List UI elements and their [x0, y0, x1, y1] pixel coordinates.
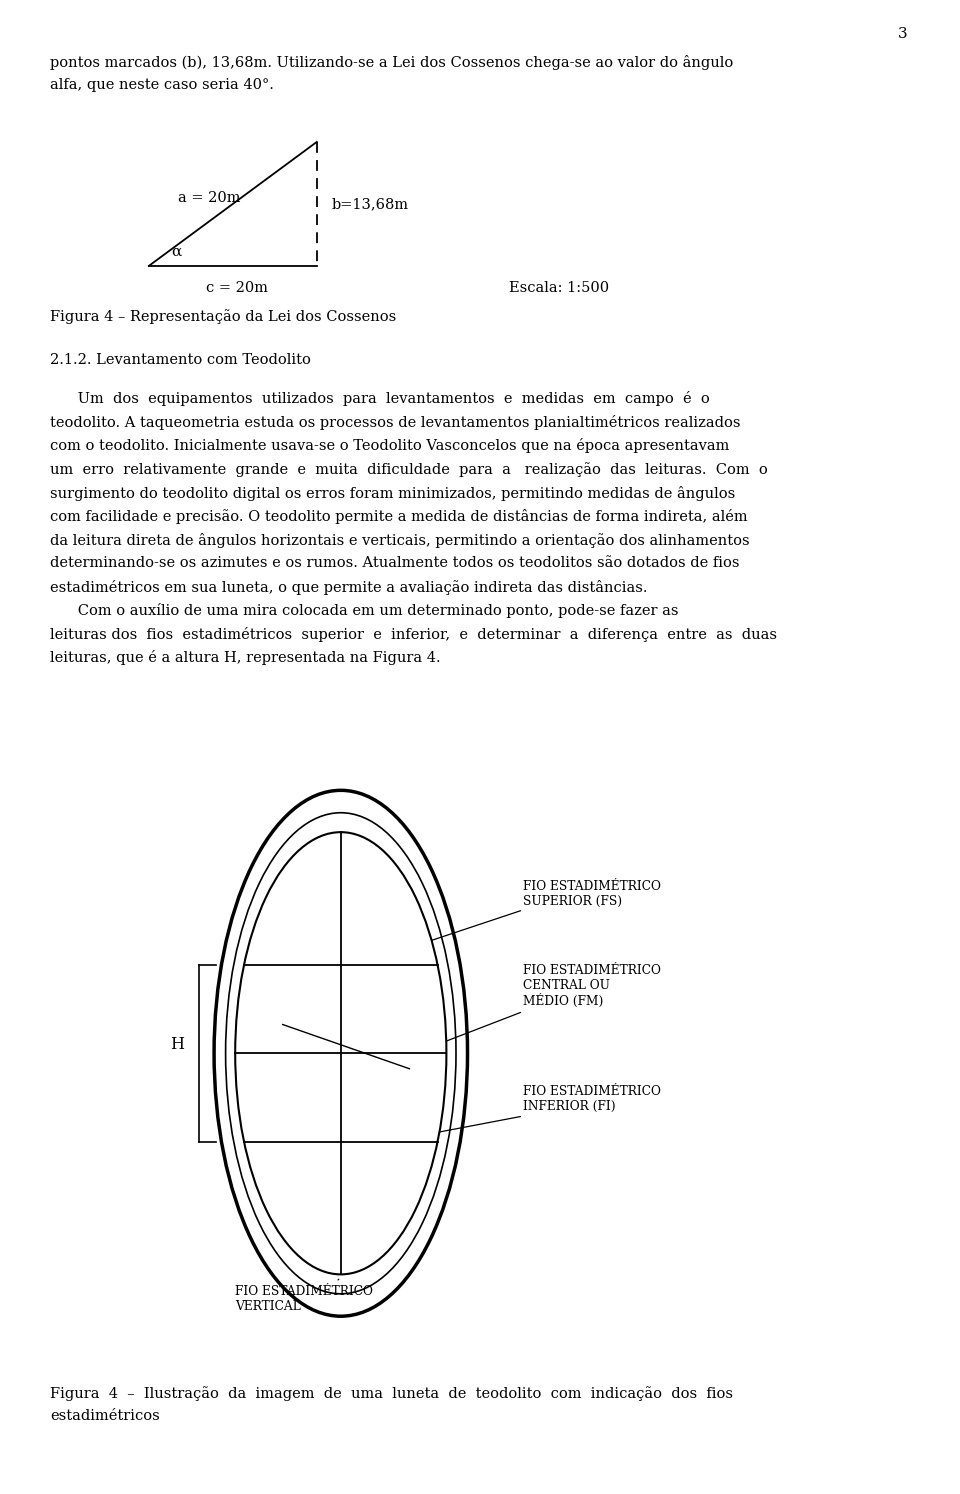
Text: FIO ESTADIMÉTRICO
SUPERIOR (FS): FIO ESTADIMÉTRICO SUPERIOR (FS): [523, 880, 661, 908]
Text: 2.1.2. Levantamento com Teodolito: 2.1.2. Levantamento com Teodolito: [50, 353, 311, 366]
Text: com facilidade e precisão. O teodolito permite a medida de distâncias de forma i: com facilidade e precisão. O teodolito p…: [50, 509, 748, 524]
Text: com o teodolito. Inicialmente usava-se o Teodolito Vasconcelos que na época apre: com o teodolito. Inicialmente usava-se o…: [50, 439, 730, 454]
Text: leituras dos  fios  estadimétricos  superior  e  inferior,  e  determinar  a  di: leituras dos fios estadimétricos superio…: [50, 627, 777, 642]
Text: surgimento do teodolito digital os erros foram minimizados, permitindo medidas d: surgimento do teodolito digital os erros…: [50, 486, 735, 500]
Text: teodolito. A taqueometria estuda os processos de levantamentos planialtimétricos: teodolito. A taqueometria estuda os proc…: [50, 415, 740, 430]
Text: Um  dos  equipamentos  utilizados  para  levantamentos  e  medidas  em  campo  é: Um dos equipamentos utilizados para leva…: [50, 391, 709, 406]
Text: a = 20m: a = 20m: [178, 191, 240, 205]
Text: Figura  4  –  Ilustração  da  imagem  de  uma  luneta  de  teodolito  com  indic: Figura 4 – Ilustração da imagem de uma l…: [50, 1386, 732, 1401]
Text: pontos marcados (b), 13,68m. Utilizando-se a Lei dos Cossenos chega-se ao valor : pontos marcados (b), 13,68m. Utilizando-…: [50, 55, 733, 70]
Text: FIO ESTADIMÉTRICO
VERTICAL: FIO ESTADIMÉTRICO VERTICAL: [235, 1285, 373, 1313]
Text: Com o auxílio de uma mira colocada em um determinado ponto, pode-se fazer as: Com o auxílio de uma mira colocada em um…: [50, 604, 679, 619]
Text: 3: 3: [898, 27, 907, 40]
Text: estadimétricos: estadimétricos: [50, 1409, 159, 1422]
Text: FIO ESTADIMÉTRICO
CENTRAL OU
MÉDIO (FM): FIO ESTADIMÉTRICO CENTRAL OU MÉDIO (FM): [523, 964, 661, 1008]
Text: leituras, que é a altura H, representada na Figura 4.: leituras, que é a altura H, representada…: [50, 650, 441, 665]
Text: determinando-se os azimutes e os rumos. Atualmente todos os teodolitos são dotad: determinando-se os azimutes e os rumos. …: [50, 556, 739, 571]
Ellipse shape: [235, 832, 446, 1274]
Text: alfa, que neste caso seria 40°.: alfa, que neste caso seria 40°.: [50, 78, 274, 91]
Text: FIO ESTADIMÉTRICO
INFERIOR (FI): FIO ESTADIMÉTRICO INFERIOR (FI): [523, 1085, 661, 1113]
Text: Escala: 1:500: Escala: 1:500: [509, 281, 609, 294]
Text: estadimétricos em sua luneta, o que permite a avaliação indireta das distâncias.: estadimétricos em sua luneta, o que perm…: [50, 580, 647, 595]
Text: α: α: [171, 245, 181, 258]
Text: c = 20m: c = 20m: [206, 281, 269, 294]
Text: H: H: [171, 1035, 184, 1053]
Text: da leitura direta de ângulos horizontais e verticais, permitindo a orientação do: da leitura direta de ângulos horizontais…: [50, 533, 750, 548]
Text: Figura 4 – Representação da Lei dos Cossenos: Figura 4 – Representação da Lei dos Coss…: [50, 309, 396, 324]
Text: b=13,68m: b=13,68m: [331, 197, 408, 211]
Text: um  erro  relativamente  grande  e  muita  dificuldade  para  a   realização  da: um erro relativamente grande e muita dif…: [50, 462, 768, 477]
